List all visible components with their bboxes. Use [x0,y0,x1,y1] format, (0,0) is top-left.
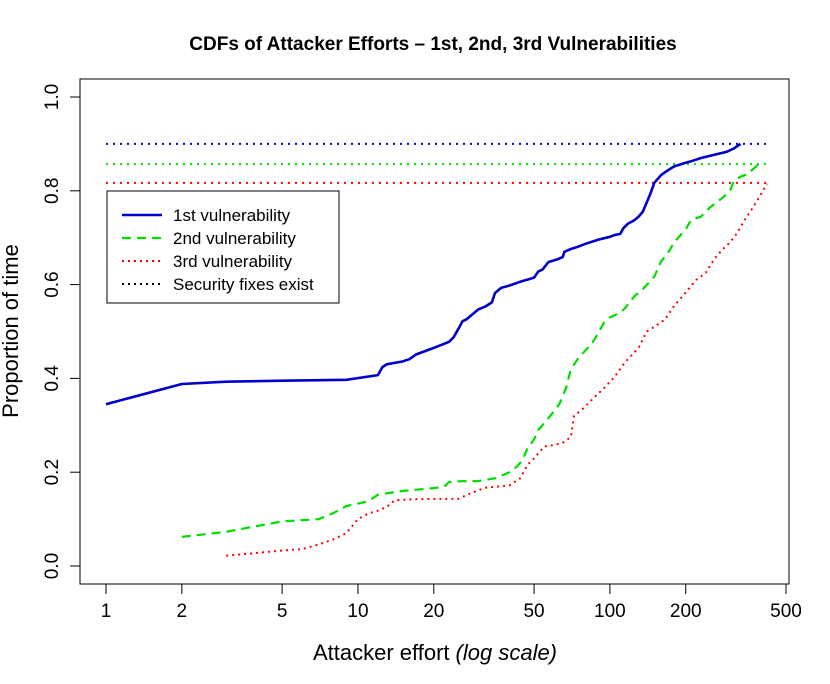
y-tick-label: 0.0 [42,553,63,579]
x-tick-label: 10 [347,601,368,622]
legend-box [106,190,340,304]
reference-lines [106,142,767,184]
series-layer [105,142,768,557]
series-line-3 [226,183,768,557]
x-axis: 1 2 5 10 20 50 100 200 500 [101,583,802,622]
y-axis: 0.0 0.2 0.4 0.6 0.8 1.0 [42,84,81,579]
x-tick-label: 2 [177,601,188,622]
x-tick-label: 1 [101,601,112,622]
y-tick-label: 1.0 [42,84,63,110]
x-tick-label: 200 [670,601,702,622]
x-tick-label: 100 [594,601,626,622]
y-tick-label: 0.8 [42,178,63,204]
plot-frame [79,78,790,585]
x-tick-label: 50 [523,601,544,622]
y-tick-label: 0.6 [42,271,63,297]
y-tick-label: 0.4 [42,365,63,392]
x-tick-label: 500 [770,601,802,622]
x-axis-label-note: (log scale) [456,640,557,665]
legend: 1st vulnerability 2nd vulnerability 3rd vu… [106,190,340,304]
x-tick-label: 5 [277,601,288,622]
legend-label-2: 2nd vulnerability [173,229,296,248]
x-axis-label-main: Attacker effort [313,640,450,665]
y-tick-label: 0.2 [42,459,63,485]
chart-title: CDFs of Attacker Efforts – 1st, 2nd, 3rd… [189,34,676,55]
legend-label-3: 3rd vulnerability [173,252,293,271]
y-axis-label: Proportion of time [0,244,23,418]
x-axis-label: Attacker effort (log scale) [313,640,557,665]
legend-label-4: Security fixes exist [173,275,314,294]
series-line-1 [105,142,742,406]
series-line-2 [181,163,760,538]
x-tick-label: 20 [423,601,444,622]
legend-label-1: 1st vulnerability [173,206,291,225]
